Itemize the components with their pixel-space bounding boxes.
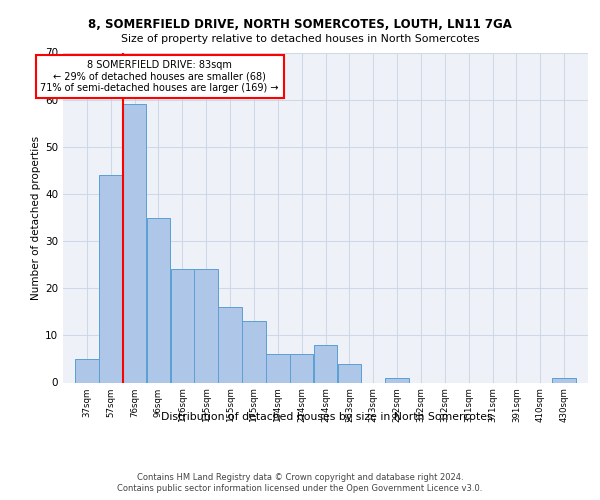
- Bar: [218, 307, 242, 382]
- Bar: [290, 354, 313, 382]
- Bar: [194, 270, 218, 382]
- Bar: [170, 270, 194, 382]
- Text: 8 SOMERFIELD DRIVE: 83sqm
← 29% of detached houses are smaller (68)
71% of semi-: 8 SOMERFIELD DRIVE: 83sqm ← 29% of detac…: [40, 60, 279, 93]
- Bar: [385, 378, 409, 382]
- Y-axis label: Number of detached properties: Number of detached properties: [31, 136, 41, 300]
- Bar: [553, 378, 576, 382]
- Text: Size of property relative to detached houses in North Somercotes: Size of property relative to detached ho…: [121, 34, 479, 44]
- Bar: [338, 364, 361, 382]
- Bar: [99, 175, 122, 382]
- Bar: [147, 218, 170, 382]
- Bar: [75, 359, 98, 382]
- Bar: [242, 321, 266, 382]
- Bar: [266, 354, 290, 382]
- Text: Distribution of detached houses by size in North Somercotes: Distribution of detached houses by size …: [161, 412, 493, 422]
- Bar: [314, 345, 337, 383]
- Text: Contains public sector information licensed under the Open Government Licence v3: Contains public sector information licen…: [118, 484, 482, 493]
- Text: 8, SOMERFIELD DRIVE, NORTH SOMERCOTES, LOUTH, LN11 7GA: 8, SOMERFIELD DRIVE, NORTH SOMERCOTES, L…: [88, 18, 512, 30]
- Text: Contains HM Land Registry data © Crown copyright and database right 2024.: Contains HM Land Registry data © Crown c…: [137, 472, 463, 482]
- Bar: [123, 104, 146, 382]
